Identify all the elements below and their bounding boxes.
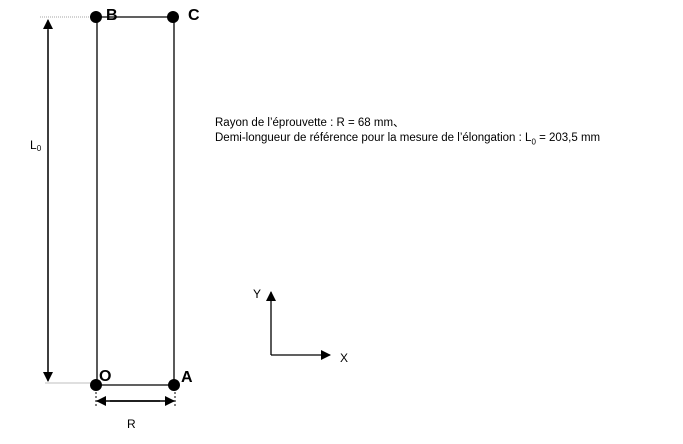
- point-A: [168, 379, 180, 391]
- half-length-subscript: 0: [531, 137, 536, 147]
- radius-label: R: [127, 417, 136, 431]
- label-C: C: [188, 7, 200, 24]
- radius-text: Rayon de l’éprouvette : R = 68 mm、: [215, 117, 405, 129]
- label-B: B: [106, 7, 118, 24]
- specimen-description: Rayon de l’éprouvette : R = 68 mm、 Demi-…: [215, 116, 600, 149]
- point-O: [90, 379, 102, 391]
- half-length-text: Demi-longueur de référence pour la mesur…: [215, 131, 600, 149]
- half-length-text-pre: Demi-longueur de référence pour la mesur…: [215, 132, 532, 144]
- label-A: A: [181, 369, 193, 386]
- y-axis-label: Y: [253, 287, 261, 301]
- rectangle-OACB: [96, 16, 175, 386]
- length-label: L0: [30, 138, 42, 153]
- point-C: [167, 11, 179, 23]
- point-B: [90, 11, 102, 23]
- x-axis-label: X: [340, 351, 348, 365]
- half-length-value: = 203,5 mm: [535, 132, 601, 144]
- label-O: O: [99, 368, 111, 385]
